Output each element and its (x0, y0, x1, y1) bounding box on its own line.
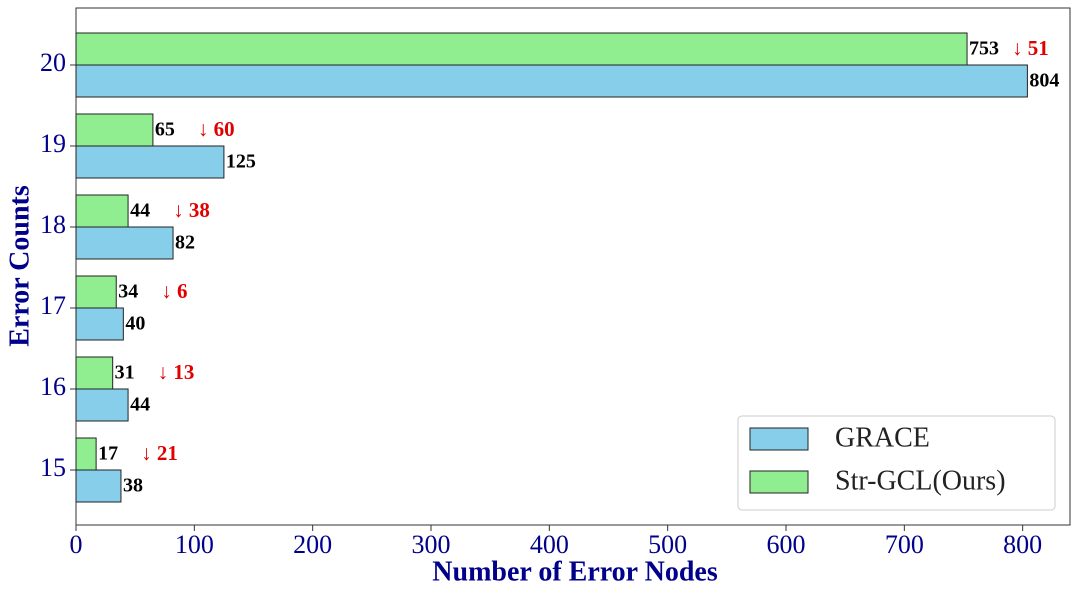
y-tick-label: 20 (40, 48, 66, 77)
legend-swatch (749, 470, 809, 494)
y-tick-label: 15 (40, 453, 66, 482)
y-tick-label: 16 (40, 372, 66, 401)
x-tick-label: 800 (1003, 530, 1042, 559)
value-label: 804 (1029, 70, 1059, 92)
value-label: 82 (175, 232, 195, 254)
annotation: ↓ 38 (173, 198, 210, 222)
bar (75, 113, 154, 147)
x-tick-label: 100 (175, 530, 214, 559)
value-label: 34 (118, 281, 138, 303)
bar (75, 194, 129, 228)
bar (75, 64, 1028, 98)
y-tick-label: 17 (40, 291, 66, 320)
legend-label: GRACE (835, 422, 930, 453)
legend-box (737, 415, 1056, 511)
x-axis-title: Number of Error Nodes (432, 556, 718, 587)
bar (75, 275, 117, 309)
bar (75, 356, 114, 390)
bar (75, 226, 174, 260)
x-tick-label: 300 (412, 530, 451, 559)
y-tick-label: 19 (40, 129, 66, 158)
legend-swatch (749, 427, 809, 451)
value-label: 44 (130, 200, 150, 222)
value-label: 17 (98, 443, 118, 465)
x-tick-label: 500 (648, 530, 687, 559)
value-label: 753 (969, 38, 999, 60)
value-label: 38 (123, 475, 143, 497)
plot-frame (75, 7, 1071, 526)
bar (75, 437, 97, 471)
y-tick-label: 18 (40, 210, 66, 239)
x-tick-label: 200 (293, 530, 332, 559)
x-tick-label: 0 (70, 530, 83, 559)
value-label: 31 (115, 362, 135, 384)
value-label: 65 (155, 119, 175, 141)
bar (75, 388, 129, 422)
value-label: 44 (130, 394, 150, 416)
annotation: ↓ 21 (141, 441, 178, 465)
bar (75, 145, 225, 179)
x-tick-label: 700 (885, 530, 924, 559)
value-label: 40 (125, 313, 145, 335)
value-label: 125 (226, 151, 256, 173)
bar (75, 32, 968, 66)
bar (75, 307, 124, 341)
annotation: ↓ 6 (161, 279, 187, 303)
annotation: ↓ 51 (1012, 36, 1049, 60)
legend-label: Str-GCL(Ours) (835, 465, 1006, 496)
annotation: ↓ 60 (198, 117, 235, 141)
x-tick-label: 400 (530, 530, 569, 559)
bar (75, 469, 122, 503)
annotation: ↓ 13 (158, 360, 195, 384)
x-tick-label: 600 (767, 530, 806, 559)
y-axis-title: Error Counts (4, 185, 35, 347)
